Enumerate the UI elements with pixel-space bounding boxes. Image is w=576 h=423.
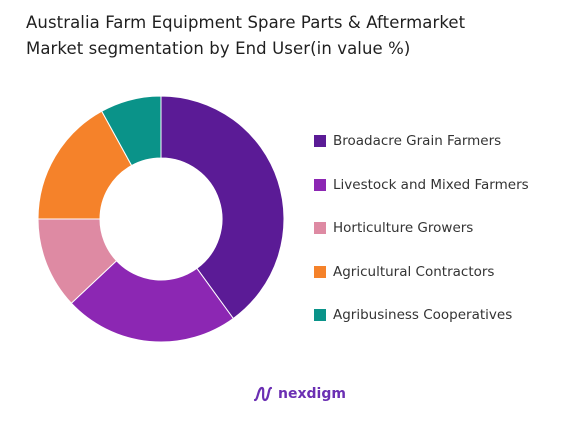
donut-slice-agribusiness-cooperatives [101, 95, 162, 167]
legend-swatch [314, 222, 326, 234]
chart-legend: Broadacre Grain Farmers Livestock and Mi… [314, 130, 529, 348]
brand-name: nexdigm [278, 386, 346, 402]
brand-footer: nexdigm [252, 383, 346, 405]
legend-swatch [314, 135, 326, 147]
legend-label: Broadacre Grain Farmers [333, 133, 502, 149]
legend-item-broadacre-grain-farmers: Broadacre Grain Farmers [314, 130, 529, 152]
nexdigm-logo-icon [253, 386, 273, 402]
donut-slice-broadacre-grain-farmers [160, 95, 285, 320]
legend-item-agricultural-contractors: Agricultural Contractors [314, 261, 529, 283]
legend-swatch [314, 309, 326, 321]
chart-title-line-1: Australia Farm Equipment Spare Parts & A… [26, 13, 466, 32]
chart-title-line-2: Market segmentation by End User(in value… [26, 39, 411, 58]
donut-slice-livestock-and-mixed-farmers [70, 260, 234, 343]
legend-label: Livestock and Mixed Farmers [333, 176, 529, 193]
legend-item-agribusiness-cooperatives: Agribusiness Cooperatives [314, 304, 529, 326]
legend-label: Agribusiness Cooperatives [333, 307, 513, 323]
legend-label: Horticulture Growers [333, 220, 474, 236]
legend-item-livestock-and-mixed-farmers: Livestock and Mixed Farmers [314, 174, 529, 196]
legend-label: Agricultural Contractors [333, 263, 495, 280]
legend-swatch [314, 178, 326, 191]
legend-item-horticulture-growers: Horticulture Growers [314, 217, 529, 239]
chart-title: Australia Farm Equipment Spare Parts & A… [26, 10, 465, 62]
legend-swatch [314, 265, 326, 278]
